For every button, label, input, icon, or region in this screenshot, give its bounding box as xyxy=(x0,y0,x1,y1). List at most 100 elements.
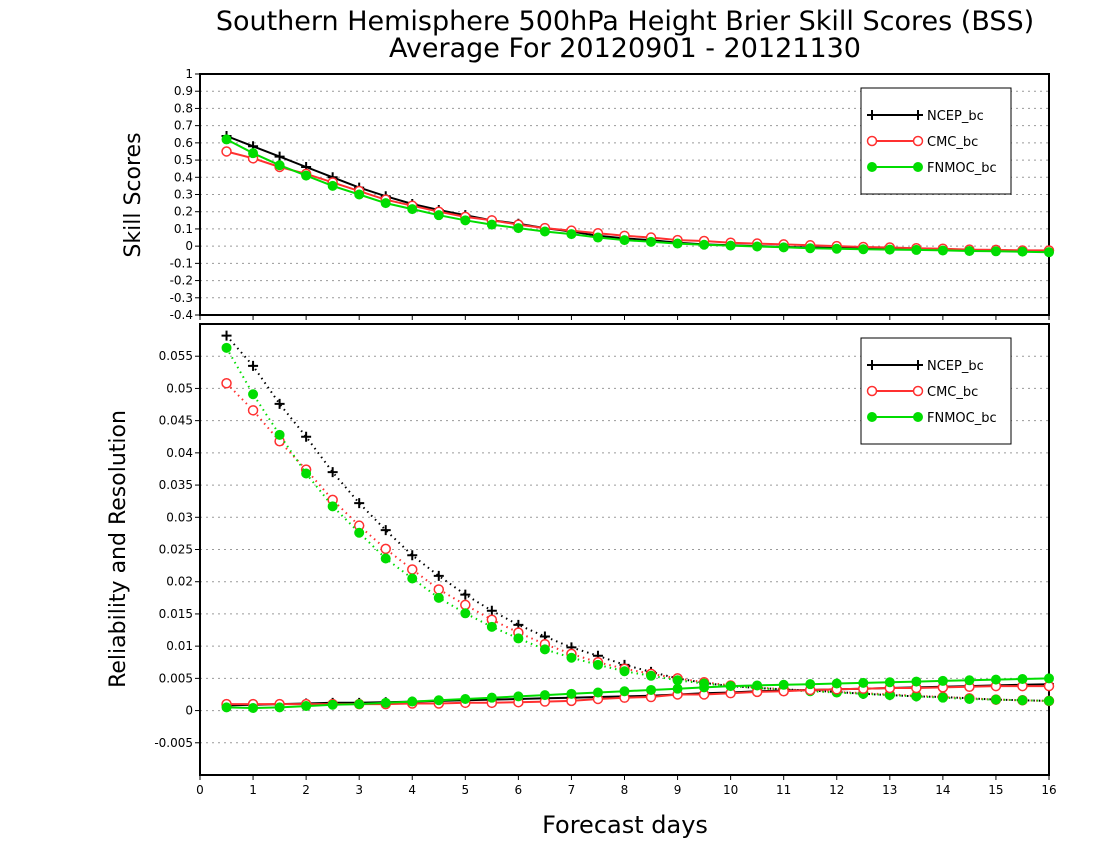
data-point xyxy=(646,684,657,695)
data-point xyxy=(699,682,710,693)
data-point xyxy=(646,670,657,681)
data-point xyxy=(380,525,391,536)
legend-label: CMC_bc xyxy=(927,385,978,400)
data-point xyxy=(990,694,1001,705)
legend-marker xyxy=(913,162,923,172)
data-point xyxy=(301,701,312,712)
plot-frame xyxy=(199,323,1050,776)
data-point xyxy=(884,677,895,688)
data-point xyxy=(486,219,497,230)
y-tick-label: 0.05 xyxy=(166,381,193,395)
data-point xyxy=(831,243,842,254)
y-tick-label: 0.045 xyxy=(159,414,193,428)
data-point xyxy=(513,223,524,234)
data-point xyxy=(460,215,471,226)
data-point xyxy=(539,644,550,655)
y-tick-label: -0.3 xyxy=(170,291,193,305)
data-point xyxy=(380,543,391,555)
data-point xyxy=(937,245,948,256)
data-point xyxy=(805,243,816,254)
data-point xyxy=(778,679,789,690)
data-point xyxy=(619,235,630,246)
series-NCEP_bc-reliability xyxy=(221,679,1054,711)
y-tick-label: 0.1 xyxy=(174,222,193,236)
y-tick-label: 0.8 xyxy=(174,101,193,115)
series-FNMOC_bc-reliability xyxy=(221,673,1054,713)
y-tick-label: 0.04 xyxy=(166,446,193,460)
data-point xyxy=(247,405,259,416)
data-point xyxy=(592,659,603,670)
y-tick-label: 0.2 xyxy=(174,205,193,219)
x-tick-label: 5 xyxy=(461,783,469,797)
data-point xyxy=(619,666,630,677)
data-point xyxy=(911,676,922,687)
data-point xyxy=(301,468,312,479)
y-tick-label: 0 xyxy=(185,704,193,718)
legend-marker xyxy=(867,110,877,120)
y-tick-label: -0.4 xyxy=(170,308,193,322)
data-point xyxy=(433,592,444,603)
data-point xyxy=(884,244,895,255)
legend-marker xyxy=(867,360,877,370)
y-tick-label: 0.035 xyxy=(159,478,193,492)
data-point xyxy=(433,695,444,706)
data-point xyxy=(752,241,763,252)
y-tick-label: 0.055 xyxy=(159,349,193,363)
data-point xyxy=(407,696,418,707)
data-point xyxy=(327,699,338,710)
data-point xyxy=(301,170,312,181)
y-tick-label: 0 xyxy=(185,239,193,253)
data-point xyxy=(964,693,975,704)
legend-marker xyxy=(912,385,924,397)
data-point xyxy=(407,564,418,575)
data-point xyxy=(486,621,497,632)
y-tick-label: -0.005 xyxy=(154,736,193,750)
x-tick-label: 6 xyxy=(515,783,523,797)
legend-label: NCEP_bc xyxy=(927,359,984,374)
data-point xyxy=(592,232,603,243)
data-point xyxy=(672,675,683,686)
data-point xyxy=(1017,674,1028,685)
data-point xyxy=(1017,695,1028,706)
bottom-panel: 0.055 0.05 0.045 0.04 0.035 0.03 0.025 0.02 0.01… xyxy=(106,323,1057,797)
y-tick-label: 0.5 xyxy=(174,153,193,167)
data-point xyxy=(433,210,444,221)
x-tick-label: 9 xyxy=(674,783,682,797)
x-tick-label: 1 xyxy=(249,783,257,797)
legend-label: FNMOC_bc xyxy=(927,161,997,176)
data-point xyxy=(539,226,550,237)
y-tick-label: 0.9 xyxy=(174,84,193,98)
legend-label: CMC_bc xyxy=(927,135,978,150)
data-point xyxy=(248,389,259,400)
data-point xyxy=(301,431,312,442)
data-point xyxy=(274,160,285,171)
y-tick-label: 0.025 xyxy=(159,543,193,557)
y-tick-label: 1 xyxy=(185,67,193,81)
data-point xyxy=(752,680,763,691)
data-point xyxy=(513,633,524,644)
data-point xyxy=(699,239,710,250)
data-point xyxy=(990,246,1001,257)
legend-marker xyxy=(866,135,878,147)
y-tick-label: 0.03 xyxy=(166,510,193,524)
x-tick-label: 12 xyxy=(829,783,844,797)
y-tick-label: 0.02 xyxy=(166,575,193,589)
data-point xyxy=(221,134,232,145)
data-point xyxy=(566,229,577,240)
chart-panels: 1 0.9 0.8 0.7 0.6 0.5 0.4 0.3 0.2 0.1 0 -0.1 -0.2 -0.… xyxy=(106,67,1057,797)
y-tick-label: -0.2 xyxy=(170,274,193,288)
data-point xyxy=(248,702,259,713)
y-tick-label: 0.01 xyxy=(166,639,193,653)
x-tick-label: 11 xyxy=(776,783,791,797)
top-panel: 1 0.9 0.8 0.7 0.6 0.5 0.4 0.3 0.2 0.1 0 -0.1 -0.2 -0.… xyxy=(121,67,1055,322)
series-FNMOC_bc xyxy=(221,134,1054,258)
y-axis-label: Skill Scores xyxy=(121,132,146,257)
data-point xyxy=(407,204,418,215)
data-point xyxy=(1017,246,1028,257)
x-tick-label: 15 xyxy=(988,783,1003,797)
data-point xyxy=(1044,247,1054,258)
series-line xyxy=(225,347,1050,702)
data-point xyxy=(274,151,285,162)
legend-marker xyxy=(913,110,923,120)
